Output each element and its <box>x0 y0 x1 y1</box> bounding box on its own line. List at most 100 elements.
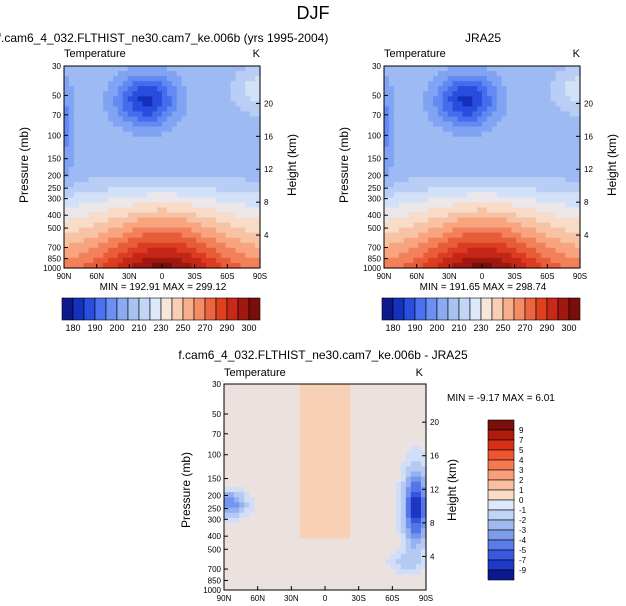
contour-cell <box>511 207 517 214</box>
contour-cell <box>157 111 163 118</box>
contour-cell <box>254 399 260 406</box>
contour-cell <box>335 476 341 483</box>
contour-cell <box>220 262 227 269</box>
contour-cell <box>375 435 382 442</box>
contour-cell <box>211 222 217 229</box>
contour-cell <box>206 111 212 118</box>
contour-cell <box>103 227 109 234</box>
contour-cell <box>249 553 255 560</box>
contour-cell <box>78 247 85 254</box>
contour-cell <box>570 71 576 77</box>
contour-cell <box>570 66 576 72</box>
contour-cell <box>162 192 168 198</box>
contour-cell <box>423 96 429 102</box>
contour-cell <box>166 172 173 178</box>
contour-cell <box>511 187 517 193</box>
contour-cell <box>482 227 488 234</box>
contour-cell <box>486 121 493 128</box>
contour-cell <box>384 177 390 183</box>
contour-cell <box>380 456 387 462</box>
contour-cell <box>375 404 382 411</box>
contour-cell <box>304 456 311 462</box>
contour-cell <box>535 126 542 133</box>
contour-cell <box>511 217 517 224</box>
contour-cell <box>157 182 163 188</box>
contour-cell <box>98 212 104 219</box>
contour-cell <box>309 553 316 560</box>
contour-cell <box>457 156 463 163</box>
contour-cell <box>428 227 434 234</box>
contour-cell <box>447 91 454 97</box>
contour-cell <box>309 476 316 483</box>
contour-cell <box>93 182 99 188</box>
contour-cell <box>201 71 207 77</box>
contour-cell <box>477 177 483 183</box>
contour-cell <box>279 409 286 416</box>
contour-cell <box>375 492 382 498</box>
contour-cell <box>570 156 576 163</box>
contour-cell <box>162 252 168 259</box>
contour-cell <box>319 538 326 545</box>
contour-cell <box>400 450 407 457</box>
contour-cell <box>108 172 114 178</box>
contour-cell <box>245 242 251 249</box>
contour-cell <box>405 559 412 565</box>
contour-cell <box>235 161 241 168</box>
contour-cell <box>142 227 148 234</box>
contour-cell <box>335 507 341 514</box>
contour-cell <box>235 81 241 87</box>
contour-cell <box>545 182 552 188</box>
contour-cell <box>279 574 286 581</box>
colorbar-swatch <box>513 297 526 321</box>
contour-cell <box>147 91 153 97</box>
contour-cell <box>565 101 571 107</box>
contour-cell <box>390 461 397 467</box>
contour-cell <box>550 242 557 249</box>
contour-cell <box>162 106 168 113</box>
contour-cell <box>186 222 192 229</box>
contour-cell <box>225 86 232 92</box>
contour-cell <box>244 420 250 426</box>
contour-cell <box>206 192 212 198</box>
contour-cell <box>83 192 90 198</box>
contour-cell <box>437 136 444 143</box>
contour-cell <box>176 141 183 148</box>
contour-cell <box>250 136 256 143</box>
contour-cell <box>284 559 291 565</box>
contour-cell <box>511 81 517 87</box>
contour-cell <box>78 71 85 77</box>
contour-cell <box>516 197 522 203</box>
contour-cell <box>108 202 114 208</box>
contour-cell <box>284 533 291 540</box>
contour-cell <box>279 564 286 570</box>
contour-cell <box>491 177 498 183</box>
contour-cell <box>501 197 508 203</box>
contour-cell <box>224 420 230 426</box>
contour-cell <box>408 252 414 259</box>
contour-cell <box>152 182 158 188</box>
contour-cell <box>64 257 70 264</box>
contour-cell <box>340 512 346 519</box>
contour-cell <box>235 146 241 153</box>
contour-cell <box>176 172 183 178</box>
contour-cell <box>289 574 296 581</box>
contour-cell <box>284 492 291 498</box>
contour-cell <box>365 476 372 483</box>
contour-cell <box>103 101 109 107</box>
contour-cell <box>234 517 240 524</box>
contour-cell <box>433 131 439 138</box>
contour-cell <box>132 91 139 97</box>
contour-cell <box>127 227 134 234</box>
contour-cell <box>88 96 94 102</box>
contour-cell <box>398 182 405 188</box>
contour-cell <box>345 553 351 560</box>
contour-cell <box>319 461 326 467</box>
contour-cell <box>393 116 400 123</box>
contour-cell <box>235 96 241 102</box>
contour-cell <box>398 141 405 148</box>
contour-cell <box>103 217 109 224</box>
contour-cell <box>108 187 114 193</box>
contour-cell <box>234 389 240 395</box>
contour-cell <box>230 212 237 219</box>
contour-cell <box>390 430 397 437</box>
